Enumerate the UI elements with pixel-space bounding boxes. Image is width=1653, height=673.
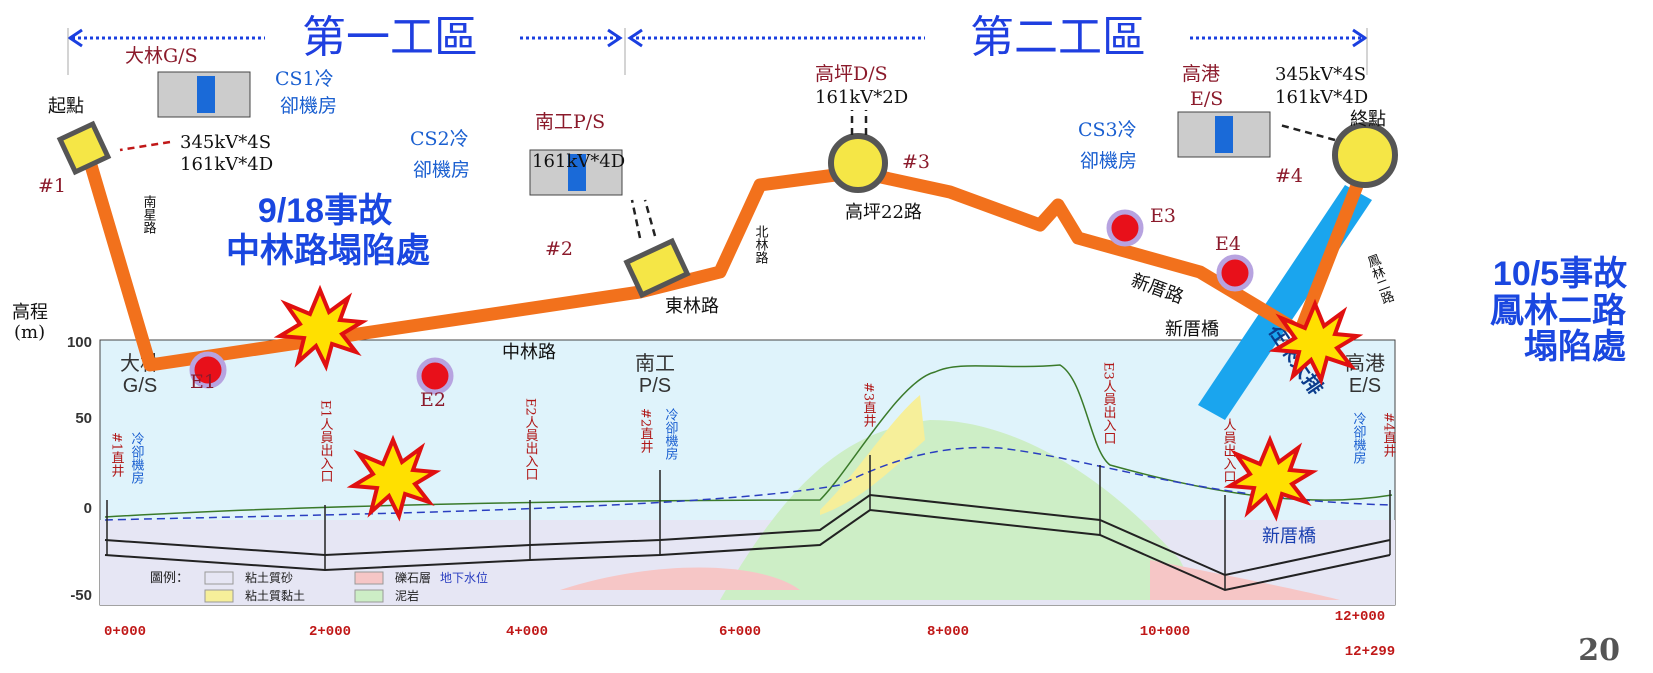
power-label: 161kV*2D	[815, 87, 908, 108]
station-name: 南工P/S	[535, 111, 605, 133]
incident-date: 10/5事故	[1493, 255, 1627, 293]
cooling-label: CS3冷	[1078, 119, 1137, 141]
shaft-note: #4直井	[1381, 412, 1397, 459]
cooling-label: 卻機房	[413, 159, 470, 181]
legend-item: 地下水位	[440, 570, 488, 585]
cooling-label: 卻機房	[280, 95, 337, 117]
shaft-note: #3直井	[861, 382, 877, 429]
road-label: 新厝橋	[1165, 319, 1219, 340]
exit-label: E3	[1150, 205, 1176, 227]
zone-label: 第一工區	[302, 12, 478, 63]
profile-panel	[99, 339, 1396, 606]
profile-station: 南工	[635, 352, 675, 375]
exit-label: E4	[1215, 233, 1241, 255]
x-tick-label: 4+000	[506, 624, 548, 640]
exits	[189, 209, 1254, 395]
shaft-label: #1	[38, 175, 66, 197]
shaft-note: E1人員出入口	[318, 400, 334, 483]
shaft-note: E3人員出入口	[1101, 362, 1117, 445]
road-label: 東林路	[665, 296, 719, 317]
incident-place: 塌陷處	[1524, 328, 1626, 366]
profile-station: E/S	[1349, 375, 1381, 397]
station-name: 高坪D/S	[815, 63, 888, 85]
station-name: 大林G/S	[125, 45, 198, 67]
power-label: 345kV*4S	[180, 132, 271, 153]
shaft	[56, 120, 112, 176]
axis-title: 高程	[12, 302, 48, 323]
legend-item: 粘土質黏土	[245, 588, 305, 603]
exit-label: E1	[190, 371, 216, 393]
shaft-note: E2人員出入口	[523, 398, 539, 481]
incident-date: 9/18事故	[258, 192, 392, 230]
x-tick-label: 2+000	[309, 624, 351, 640]
start-label: 起點	[48, 96, 84, 117]
legend: 圖例： 粘土質砂 粘土質黏土 礫石層 泥岩 地下水位	[150, 570, 488, 603]
road-label: 鳳林二路	[1363, 252, 1396, 307]
y-tick-label: 100	[67, 334, 92, 351]
shaft-note: 冷卻機房	[1351, 412, 1367, 464]
shaft-note: 冷卻機房	[663, 408, 679, 460]
exit-label: E2	[420, 389, 446, 411]
road-label: 中林路	[502, 342, 556, 363]
substation-boxes	[157, 71, 1271, 196]
profile-bridge: 新厝橋	[1262, 526, 1316, 547]
power-label: 161kV*4D	[180, 154, 273, 175]
shaft-note: 冷卻機房	[129, 432, 145, 484]
shaft	[828, 133, 888, 193]
x-tick-label: 10+000	[1140, 624, 1190, 640]
y-tick-label: -50	[70, 587, 92, 604]
station-name: 高港	[1182, 63, 1220, 85]
incident-place: 鳳林二路	[1490, 292, 1627, 330]
y-tick-label: 0	[84, 500, 92, 517]
shaft-note: 人員出入口	[1221, 418, 1237, 483]
x-tick-label: 8+000	[927, 624, 969, 640]
cooling-label: CS2冷	[410, 128, 469, 150]
cooling-label: 卻機房	[1080, 150, 1137, 172]
shaft	[623, 237, 691, 299]
x-tick-label: 0+000	[104, 624, 146, 640]
shaft	[1332, 122, 1398, 188]
road-label: 高坪22路	[845, 202, 922, 223]
road-label: 南星路	[141, 194, 157, 234]
profile-station: P/S	[639, 375, 671, 397]
shaft-note: #2直井	[638, 408, 654, 455]
power-label: 161kV*4D	[1275, 87, 1368, 108]
legend-title: 圖例：	[150, 571, 189, 586]
power-label: 161kV*4D	[532, 151, 625, 172]
cooling-label: CS1冷	[275, 68, 334, 90]
shaft-label: #2	[545, 238, 573, 260]
end-label: 終點	[1350, 109, 1386, 130]
legend-item: 粘土質砂	[245, 570, 293, 585]
profile-station: G/S	[123, 375, 157, 397]
zone-label: 第二工區	[970, 12, 1146, 63]
incident-place: 中林路塌陷處	[226, 232, 430, 270]
shaft-label: #4	[1275, 165, 1303, 187]
road-label: 北林路	[753, 225, 769, 264]
x-tick-label: 12+299	[1345, 644, 1395, 660]
station-name: E/S	[1190, 88, 1223, 110]
shaft-note: #1直井	[109, 432, 125, 479]
legend-item: 礫石層	[395, 570, 431, 585]
shaft-label: #3	[902, 151, 930, 173]
zone-arrows	[67, 28, 1368, 48]
feed-arrows	[119, 110, 1336, 239]
page-number: 20	[1578, 633, 1620, 668]
axis-title: (m)	[14, 322, 45, 343]
power-label: 345kV*4S	[1275, 64, 1366, 85]
x-tick-label: 6+000	[719, 624, 761, 640]
x-tick-label: 12+000	[1335, 609, 1385, 625]
legend-item: 泥岩	[395, 588, 419, 603]
y-tick-label: 50	[75, 410, 92, 427]
road-label: 新厝路	[1128, 270, 1186, 308]
